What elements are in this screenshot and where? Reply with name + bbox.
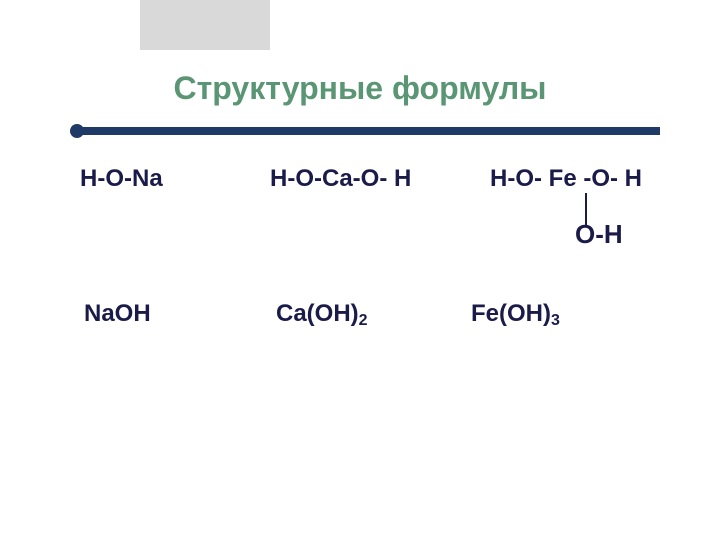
formula-caoh2: Ca(OH)2 <box>276 300 471 328</box>
formula-caoh2-base: Ca(OH) <box>276 300 359 327</box>
formula-feoh3: Fe(OH)3 <box>471 300 680 328</box>
struct-naoh: H-O-Na <box>80 165 270 193</box>
rule-line <box>77 127 660 135</box>
struct-feoh3-main: H-O- Fe -O- H <box>490 165 642 192</box>
molecular-row: NaOH Ca(OH)2 Fe(OH)3 <box>84 300 680 328</box>
formula-naoh: NaOH <box>84 300 276 328</box>
structural-row: H-O-Na H-O-Ca-O- H H-O- Fe -O- H O-H <box>80 165 680 193</box>
struct-feoh3-branch: O-H <box>575 219 623 250</box>
struct-feoh3: H-O- Fe -O- H O-H <box>490 165 680 193</box>
formula-feoh3-sub: 3 <box>551 312 560 329</box>
formula-feoh3-base: Fe(OH) <box>471 300 551 327</box>
struct-caoh2: H-O-Ca-O- H <box>270 165 490 193</box>
title-underline <box>70 124 660 138</box>
formula-caoh2-sub: 2 <box>359 312 368 329</box>
slide-title: Структурные формулы <box>0 70 720 107</box>
top-tab-decor <box>140 0 270 50</box>
formula-naoh-base: NaOH <box>84 300 151 327</box>
